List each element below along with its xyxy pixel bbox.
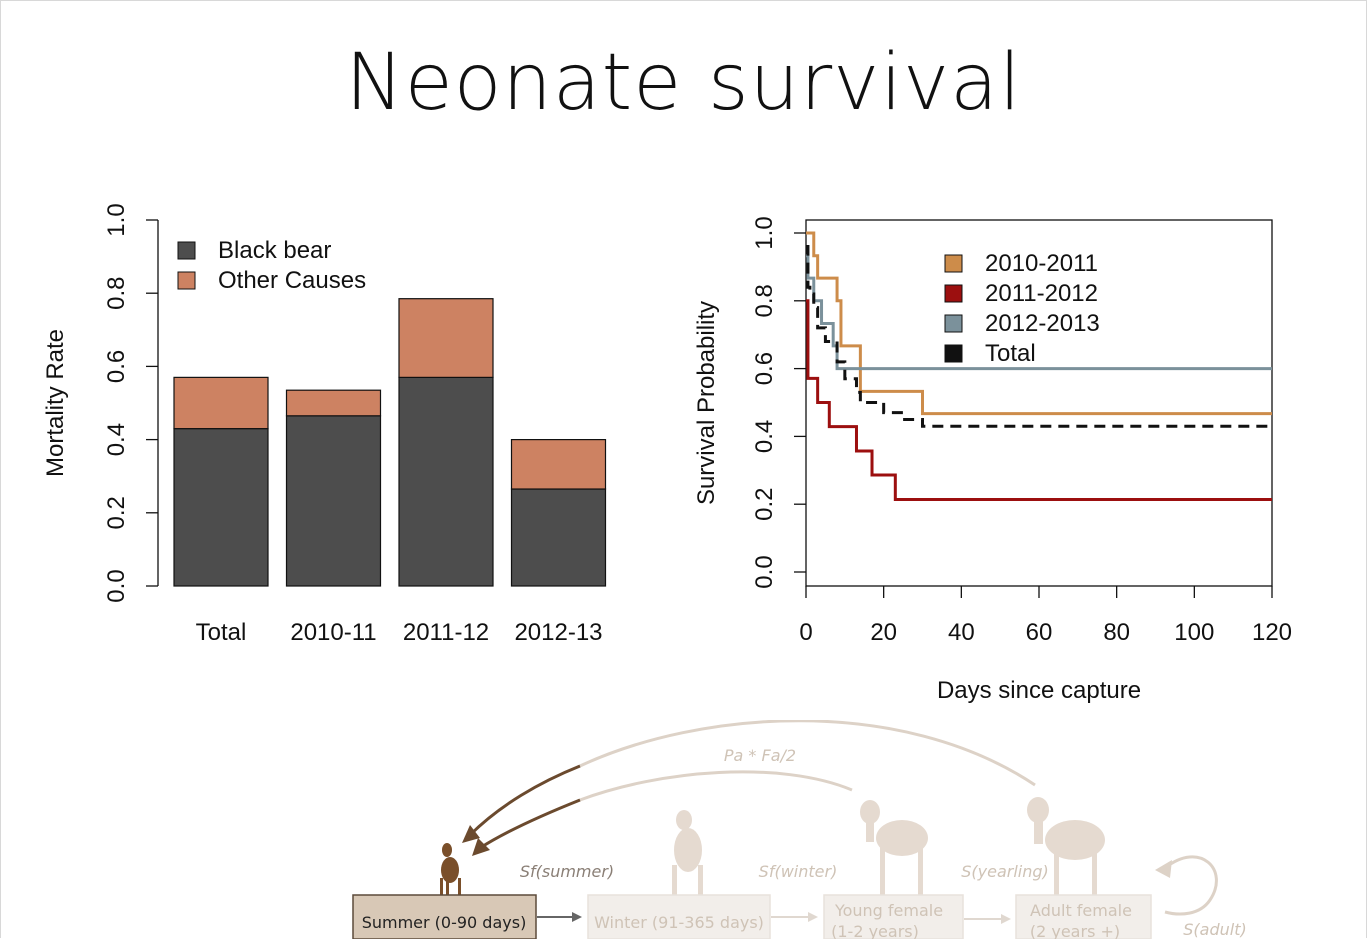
stage-box-young-female-line2: (1-2 years) xyxy=(831,922,919,939)
yearling-deer-icon xyxy=(672,810,703,895)
transition-label-summer: Sf(summer) xyxy=(520,862,614,881)
km-x-tick-label: 0 xyxy=(799,619,812,646)
bar-segment-other-causes xyxy=(173,376,269,430)
young-female-deer-icon xyxy=(860,800,928,896)
bar-y-tick-label: 1.0 xyxy=(103,203,130,236)
stage-box-young-female xyxy=(823,894,964,939)
stage-box-adult-female-line2: (2 years +) xyxy=(1030,922,1120,939)
km-series-line-2010-2011 xyxy=(806,231,1272,416)
fecundity-arc-outer xyxy=(579,720,1036,787)
stage-box-winter-label: Winter (91-365 days) xyxy=(594,913,764,932)
km-legend-swatch xyxy=(944,344,963,363)
km-y-tick-label: 0.0 xyxy=(751,555,778,588)
bar-y-tick-label: 0.4 xyxy=(103,423,130,456)
km-x-tick-label: 20 xyxy=(870,619,897,646)
bar-segment-other-causes xyxy=(285,389,382,417)
km-legend-swatch xyxy=(944,314,963,333)
fecundity-arrowhead-inner xyxy=(472,838,490,856)
slide-title: Neonate survival xyxy=(345,38,1022,128)
km-legend: 2010-2011 2011-2012 2012-2013 Total xyxy=(944,250,1100,367)
transition-label-yearling: S(yearling) xyxy=(961,862,1049,881)
bar-x-tick-label: 2012-13 xyxy=(514,619,602,646)
arrow-young-adult-head xyxy=(1001,914,1011,924)
km-legend-swatch xyxy=(944,284,963,303)
bar-y-tick-label: 0.2 xyxy=(103,496,130,529)
stage-box-young-female-line1: Young female xyxy=(834,901,943,920)
km-y-tick-label: 1.0 xyxy=(751,216,778,249)
bar-legend: Black bear Other Causes xyxy=(177,237,366,294)
km-x-tick-label: 40 xyxy=(948,619,975,646)
bar-segment-black-bear xyxy=(510,488,607,587)
bar-legend-swatch xyxy=(177,271,196,290)
bar-segment-black-bear xyxy=(398,376,494,587)
self-loop-label: S(adult) xyxy=(1183,920,1246,939)
bar-segment-black-bear xyxy=(285,415,382,587)
stage-box-adult-female xyxy=(1015,894,1152,939)
km-x-tick-label: 120 xyxy=(1252,619,1292,646)
bar-segment-other-causes xyxy=(510,439,607,490)
adult-self-loop xyxy=(1164,855,1218,916)
km-x-tick-label: 80 xyxy=(1103,619,1130,646)
arrow-summer-winter-head xyxy=(572,912,582,922)
km-x-tick-label: 100 xyxy=(1174,619,1214,646)
km-y-axis-title: Survival Probability xyxy=(693,301,720,505)
fawn-icon xyxy=(440,843,461,896)
km-y-tick-label: 0.2 xyxy=(751,488,778,521)
bar-x-tick-label: Total xyxy=(196,619,247,646)
km-series-line-2011-2012 xyxy=(806,299,1272,501)
bar-legend-label: Other Causes xyxy=(218,267,366,294)
bar-x-tick-label: 2010-11 xyxy=(290,619,376,646)
bar-segment-black-bear xyxy=(173,428,269,587)
km-legend-label: 2011-2012 xyxy=(985,280,1098,307)
fecundity-arc-inner xyxy=(579,770,853,802)
km-legend-label: Total xyxy=(985,340,1036,367)
bar-legend-swatch xyxy=(177,241,196,260)
fecundity-arrow-inner xyxy=(479,798,581,850)
km-y-tick-label: 0.4 xyxy=(751,420,778,453)
bar-y-axis: 0.0 0.2 0.4 0.6 0.8 1.0 xyxy=(103,203,159,603)
km-series-group xyxy=(806,231,1272,501)
arrow-winter-young-head xyxy=(808,912,818,922)
fecundity-arrowhead-outer xyxy=(462,825,480,843)
survival-line-chart: 0 20 40 60 80 100 120 0.0 0.2 0.4 0.6 0.8 1.0 2010-2… xyxy=(693,216,1292,704)
km-series-line-total xyxy=(806,245,1272,428)
bar-segment-other-causes xyxy=(398,298,494,378)
life-cycle-diagram: Pa * Fa/2 Sf(summer) Sf(winter) S(yearli… xyxy=(352,720,1247,939)
bar-y-tick-label: 0.6 xyxy=(103,350,130,383)
km-y-tick-label: 0.8 xyxy=(751,284,778,317)
km-legend-label: 2012-2013 xyxy=(985,310,1100,337)
mortality-bar-chart: 0.0 0.2 0.4 0.6 0.8 1.0 Total 2010-11 2011-12 20… xyxy=(42,203,607,646)
km-legend-swatch xyxy=(944,254,963,273)
stage-box-summer-label: Summer (0-90 days) xyxy=(362,913,527,932)
km-axes: 0 20 40 60 80 100 120 0.0 0.2 0.4 0.6 0.8 1.0 xyxy=(751,216,1292,646)
km-legend-label: 2010-2011 xyxy=(985,250,1098,277)
km-x-tick-label: 60 xyxy=(1026,619,1053,646)
fecundity-label: Pa * Fa/2 xyxy=(724,746,796,765)
km-x-axis-title: Days since capture xyxy=(937,677,1141,704)
bar-x-tick-label: 2011-12 xyxy=(403,619,489,646)
transition-label-winter: Sf(winter) xyxy=(759,862,838,881)
bar-y-tick-label: 0.8 xyxy=(103,277,130,310)
fecundity-arrow-outer xyxy=(468,764,581,837)
stage-box-summer xyxy=(352,894,537,939)
stage-box-winter xyxy=(587,894,771,939)
bar-y-axis-title: Mortality Rate xyxy=(42,329,69,477)
stage-box-adult-female-line1: Adult female xyxy=(1030,901,1132,920)
bar-legend-label: Black bear xyxy=(218,237,331,264)
bar-x-tick-labels: Total 2010-11 2011-12 2012-13 xyxy=(196,619,603,646)
bar-y-tick-label: 0.0 xyxy=(103,569,130,602)
adult-self-loop-arrowhead xyxy=(1155,860,1172,878)
adult-female-deer-icon xyxy=(1027,797,1105,896)
bar-series-group xyxy=(173,298,607,587)
km-y-tick-label: 0.6 xyxy=(751,352,778,385)
